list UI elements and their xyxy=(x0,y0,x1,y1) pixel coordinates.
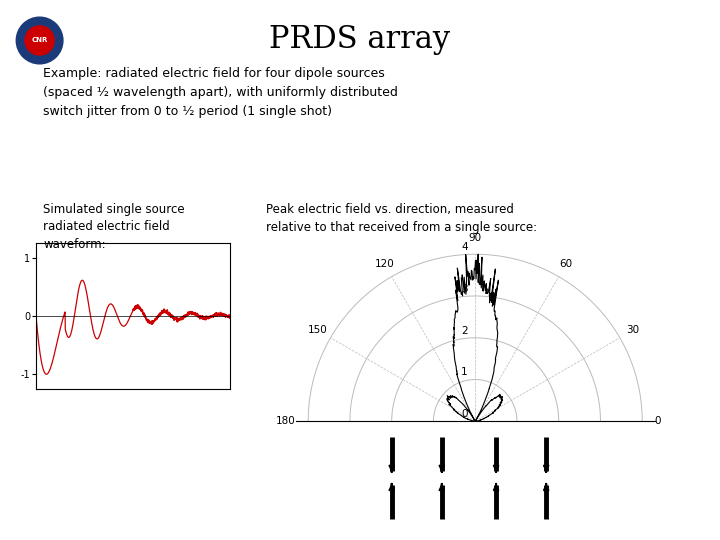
Text: Example: radiated electric field for four dipole sources
(spaced ½ wavelength ap: Example: radiated electric field for fou… xyxy=(43,68,398,118)
Circle shape xyxy=(25,26,54,55)
Text: 150: 150 xyxy=(308,326,328,335)
Text: Simulated single source
radiated electric field
waveform:: Simulated single source radiated electri… xyxy=(43,202,185,252)
Text: 30: 30 xyxy=(626,326,639,335)
Text: 1: 1 xyxy=(461,367,468,377)
Circle shape xyxy=(17,17,63,64)
Text: PRDS array: PRDS array xyxy=(269,24,451,55)
Text: 2: 2 xyxy=(461,326,468,336)
Text: 0: 0 xyxy=(654,416,661,426)
Text: 0: 0 xyxy=(462,409,468,419)
Text: 120: 120 xyxy=(374,259,395,269)
Text: Peak electric field vs. direction, measured
relative to that received from a sin: Peak electric field vs. direction, measu… xyxy=(266,202,538,233)
Text: 180: 180 xyxy=(276,416,296,426)
Text: CNR: CNR xyxy=(32,37,48,44)
Text: 60: 60 xyxy=(559,259,572,269)
Text: 4: 4 xyxy=(461,242,468,252)
Text: 90: 90 xyxy=(469,233,482,242)
Text: 3: 3 xyxy=(461,284,468,294)
